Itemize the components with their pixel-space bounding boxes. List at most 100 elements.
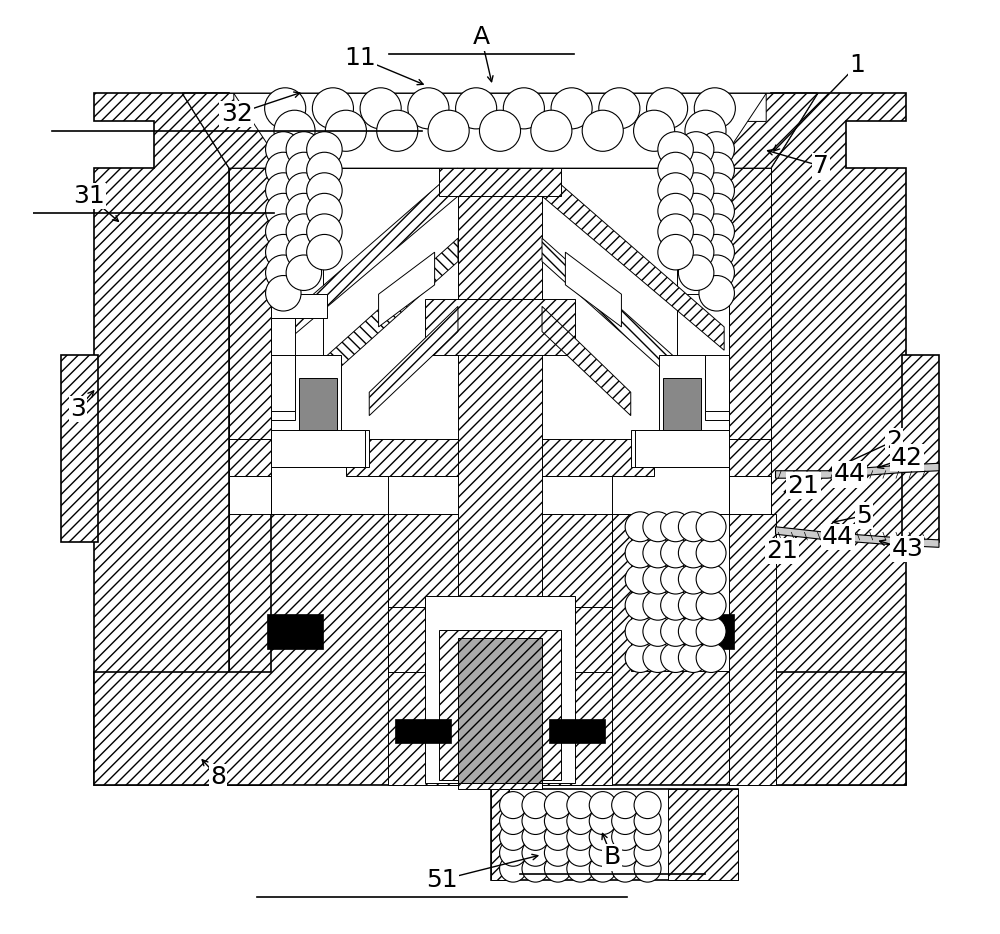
Circle shape <box>678 538 708 568</box>
Circle shape <box>307 132 342 167</box>
Text: 7: 7 <box>813 154 829 178</box>
Polygon shape <box>271 238 295 294</box>
Circle shape <box>286 193 322 229</box>
Polygon shape <box>776 527 939 547</box>
Text: 3: 3 <box>70 397 86 421</box>
Circle shape <box>479 110 521 151</box>
Circle shape <box>286 152 322 188</box>
Circle shape <box>678 132 714 167</box>
Circle shape <box>696 538 726 568</box>
Circle shape <box>625 590 655 620</box>
Circle shape <box>643 512 673 542</box>
Circle shape <box>699 214 734 249</box>
Circle shape <box>325 110 366 151</box>
Circle shape <box>625 643 655 672</box>
Polygon shape <box>549 719 605 743</box>
Circle shape <box>661 616 691 646</box>
Circle shape <box>696 616 726 646</box>
Circle shape <box>634 856 661 882</box>
Circle shape <box>307 214 342 249</box>
Circle shape <box>658 173 693 208</box>
Circle shape <box>544 808 571 834</box>
Polygon shape <box>94 93 229 785</box>
Text: 5: 5 <box>856 503 872 528</box>
Circle shape <box>625 564 655 594</box>
Polygon shape <box>542 168 724 350</box>
Circle shape <box>286 234 322 270</box>
Circle shape <box>658 214 693 249</box>
Circle shape <box>522 824 549 850</box>
Circle shape <box>612 808 639 834</box>
Polygon shape <box>542 306 631 416</box>
Circle shape <box>699 255 734 290</box>
Circle shape <box>643 590 673 620</box>
Circle shape <box>661 512 691 542</box>
Circle shape <box>678 512 708 542</box>
Circle shape <box>647 88 688 129</box>
Circle shape <box>589 808 616 834</box>
Polygon shape <box>631 514 729 671</box>
Circle shape <box>685 110 726 151</box>
Circle shape <box>266 255 301 290</box>
Polygon shape <box>182 93 283 168</box>
Circle shape <box>266 276 301 311</box>
Circle shape <box>567 840 594 866</box>
Polygon shape <box>388 514 612 785</box>
Polygon shape <box>612 430 729 514</box>
Polygon shape <box>439 168 561 196</box>
Polygon shape <box>631 355 729 467</box>
Polygon shape <box>229 168 271 785</box>
Circle shape <box>551 88 592 129</box>
Polygon shape <box>395 719 451 743</box>
Circle shape <box>312 88 353 129</box>
Text: B: B <box>603 845 621 870</box>
Circle shape <box>634 792 661 818</box>
Circle shape <box>456 88 497 129</box>
Circle shape <box>274 110 315 151</box>
Polygon shape <box>276 168 458 350</box>
Polygon shape <box>565 252 621 327</box>
Polygon shape <box>717 93 818 168</box>
Circle shape <box>699 234 734 270</box>
Circle shape <box>503 88 544 129</box>
Circle shape <box>658 234 693 270</box>
Circle shape <box>661 643 691 672</box>
Polygon shape <box>271 430 388 514</box>
Circle shape <box>678 643 708 672</box>
Circle shape <box>307 234 342 270</box>
Text: 11: 11 <box>344 46 376 70</box>
Text: 8: 8 <box>210 765 226 789</box>
Circle shape <box>643 643 673 672</box>
Text: 21: 21 <box>788 474 819 498</box>
Circle shape <box>266 132 301 167</box>
Circle shape <box>678 564 708 594</box>
Circle shape <box>696 643 726 672</box>
Circle shape <box>544 824 571 850</box>
Circle shape <box>634 824 661 850</box>
Text: 43: 43 <box>891 537 923 561</box>
Circle shape <box>522 856 549 882</box>
Polygon shape <box>458 638 542 783</box>
Polygon shape <box>271 430 365 467</box>
Polygon shape <box>635 430 729 467</box>
Circle shape <box>643 538 673 568</box>
Circle shape <box>531 110 572 151</box>
Circle shape <box>265 88 306 129</box>
Polygon shape <box>379 252 435 327</box>
Circle shape <box>307 173 342 208</box>
Polygon shape <box>271 355 295 411</box>
Circle shape <box>699 276 734 311</box>
Polygon shape <box>729 514 776 785</box>
Polygon shape <box>234 93 766 168</box>
Text: 44: 44 <box>822 525 854 549</box>
Circle shape <box>678 193 714 229</box>
Circle shape <box>696 564 726 594</box>
Circle shape <box>612 840 639 866</box>
Polygon shape <box>229 439 771 476</box>
Circle shape <box>678 152 714 188</box>
Polygon shape <box>776 463 939 478</box>
Circle shape <box>699 132 734 167</box>
Circle shape <box>500 840 527 866</box>
Circle shape <box>696 512 726 542</box>
Polygon shape <box>323 238 458 383</box>
